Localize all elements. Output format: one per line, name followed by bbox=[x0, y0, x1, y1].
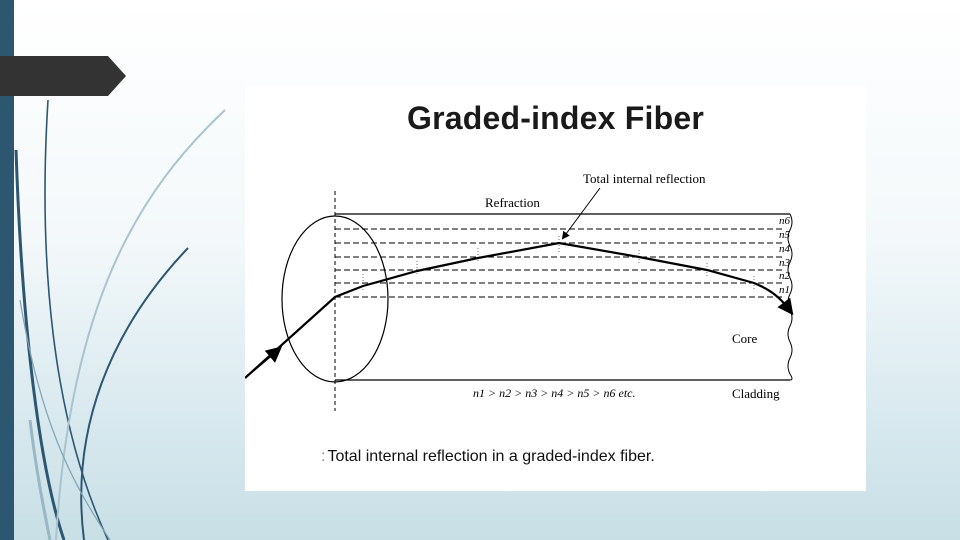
left-accent-bar bbox=[0, 0, 14, 540]
core-label: Core bbox=[732, 331, 758, 346]
index-label-n1: n1 bbox=[779, 284, 790, 296]
tir-label: Total internal reflection bbox=[583, 171, 706, 186]
figure-title: Graded-index Fiber bbox=[407, 100, 704, 136]
light-ray bbox=[245, 241, 792, 379]
caption-prefix: : bbox=[321, 448, 326, 465]
figure-caption: : Total internal reflection in a graded-i… bbox=[321, 448, 655, 466]
cladding-label: Cladding bbox=[732, 386, 780, 401]
index-label-n6: n6 bbox=[779, 215, 791, 227]
refraction-label: Refraction bbox=[485, 195, 540, 210]
slide-tab-marker bbox=[0, 56, 126, 96]
index-label-n5: n5 bbox=[779, 229, 791, 241]
figure-image: Graded-index Fiber bbox=[245, 86, 866, 491]
index-label-n3: n3 bbox=[779, 257, 791, 269]
index-labels: n6 n5 n4 n3 n2 n1 bbox=[779, 215, 791, 296]
index-layer-lines bbox=[335, 228, 785, 298]
incident-ray-arrow bbox=[252, 346, 283, 372]
index-relation-label: n1 > n2 > n3 > n4 > n5 > n6 etc. bbox=[473, 386, 635, 400]
ray-exit-arrow bbox=[777, 297, 794, 316]
caption-text: Total internal reflection in a graded-in… bbox=[327, 448, 655, 465]
index-label-n2: n2 bbox=[779, 270, 791, 282]
graded-index-fiber-diagram: Refraction Total internal reflection Cor… bbox=[245, 171, 794, 411]
tir-pointer-arrow bbox=[561, 187, 601, 240]
decorative-curves bbox=[14, 99, 226, 540]
index-label-n4: n4 bbox=[779, 243, 791, 255]
